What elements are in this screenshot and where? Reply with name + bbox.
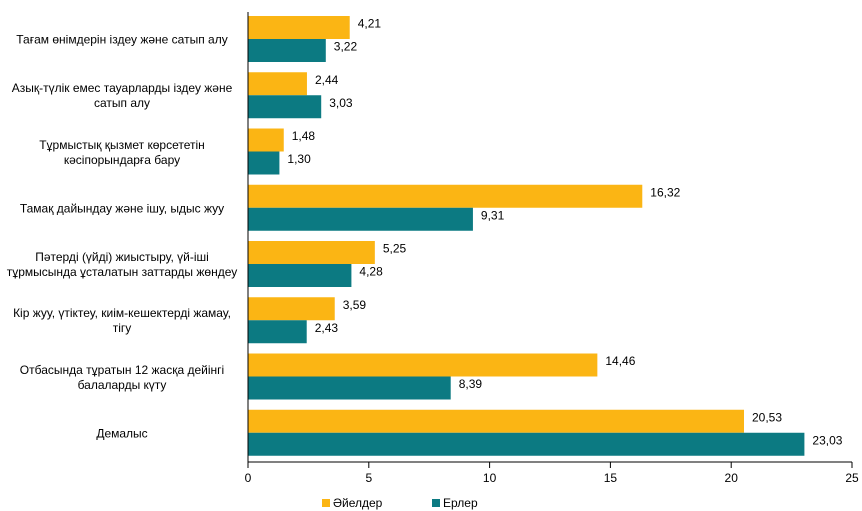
value-label: 2,44 bbox=[315, 73, 339, 87]
x-tick-label: 25 bbox=[845, 471, 859, 485]
bar bbox=[248, 72, 307, 96]
y-tick-label: Азық-түлік емес тауарларды іздеу және са… bbox=[11, 81, 233, 111]
bar bbox=[248, 409, 745, 433]
bar bbox=[248, 353, 598, 377]
bar bbox=[248, 184, 643, 208]
bar bbox=[248, 297, 335, 321]
bar bbox=[248, 207, 473, 231]
value-label: 1,30 bbox=[287, 152, 311, 166]
bar bbox=[248, 39, 326, 62]
x-tick-label: 10 bbox=[483, 471, 497, 485]
value-label: 5,25 bbox=[383, 242, 407, 256]
y-tick-label: Отбасында тұратын 12 жасқа дейінгі балал… bbox=[19, 362, 225, 392]
value-label: 1,48 bbox=[292, 129, 316, 143]
y-tick-label: Тамақ дайындау және ішу, ыдыс жуу bbox=[19, 201, 225, 216]
y-tick-label: Кір жуу, үтіктеу, киім-кешектерді жамау,… bbox=[13, 306, 231, 336]
y-tick-label: Демалыс bbox=[96, 426, 148, 441]
bar bbox=[248, 128, 284, 152]
value-label: 14,46 bbox=[605, 354, 635, 368]
bar bbox=[248, 320, 307, 344]
legend-swatch bbox=[322, 499, 330, 507]
bar bbox=[248, 241, 375, 264]
value-label: 4,28 bbox=[359, 265, 383, 279]
bar bbox=[248, 264, 352, 287]
value-label: 9,31 bbox=[481, 208, 505, 222]
legend-label: Әйелдер bbox=[333, 496, 383, 510]
y-tick-label: Тұрмыстық қызмет көрсететін кәсіпорындар… bbox=[39, 137, 205, 167]
value-label: 23,03 bbox=[812, 433, 842, 447]
value-label: 8,39 bbox=[459, 377, 483, 391]
value-label: 3,59 bbox=[343, 298, 367, 312]
x-tick-label: 5 bbox=[365, 471, 372, 485]
bar bbox=[248, 432, 805, 456]
legend-label: Ерлер bbox=[443, 496, 478, 510]
y-tick-label: Пәтерді (үйді) жиыстыру, үй-іші тұрмысын… bbox=[6, 250, 238, 280]
legend-swatch bbox=[432, 499, 440, 507]
value-label: 3,22 bbox=[334, 40, 358, 54]
y-tick-label: Тағам өнімдерін іздеу және сатып алу bbox=[16, 32, 228, 47]
bar bbox=[248, 151, 280, 175]
value-label: 16,32 bbox=[650, 185, 680, 199]
x-tick-label: 0 bbox=[245, 471, 252, 485]
x-tick-label: 15 bbox=[604, 471, 618, 485]
value-label: 4,21 bbox=[358, 17, 382, 31]
value-label: 3,03 bbox=[329, 96, 353, 110]
bar bbox=[248, 16, 350, 39]
bar bbox=[248, 95, 322, 119]
value-label: 20,53 bbox=[752, 410, 782, 424]
x-tick-label: 20 bbox=[725, 471, 739, 485]
value-label: 2,43 bbox=[315, 321, 339, 335]
bar bbox=[248, 376, 451, 400]
